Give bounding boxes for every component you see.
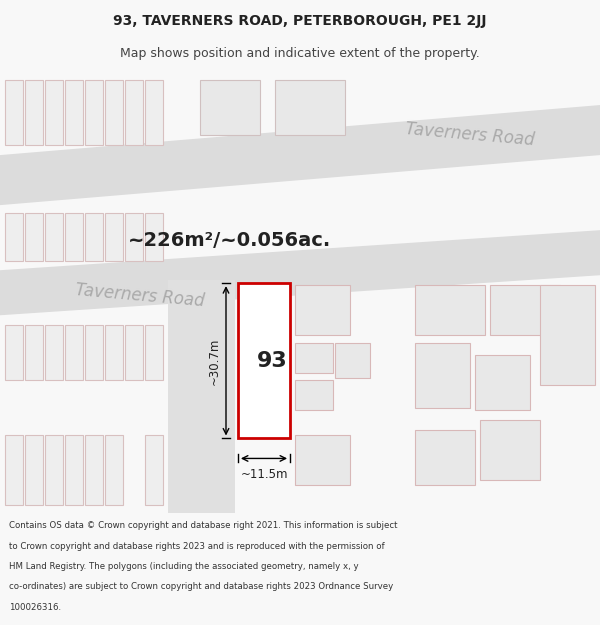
Polygon shape [0,230,600,315]
Bar [540,285,595,386]
Bar [335,343,370,378]
Bar [475,356,530,411]
Text: HM Land Registry. The polygons (including the associated geometry, namely x, y: HM Land Registry. The polygons (includin… [9,562,359,571]
Bar [65,325,83,381]
Bar [45,80,63,145]
Bar [125,325,143,381]
Text: Contains OS data © Crown copyright and database right 2021. This information is : Contains OS data © Crown copyright and d… [9,521,398,531]
Bar [65,436,83,506]
Bar [5,213,23,261]
Bar [85,80,103,145]
Bar [240,285,288,340]
Bar [145,436,163,506]
Bar [25,436,43,506]
Bar [295,381,333,411]
Bar [45,436,63,506]
Bar [5,325,23,381]
Bar [415,431,475,486]
Bar [5,436,23,506]
Text: ~226m²/~0.056ac.: ~226m²/~0.056ac. [128,231,332,250]
Bar [490,285,560,335]
Bar [45,213,63,261]
Text: ~30.7m: ~30.7m [208,337,221,384]
Bar [65,80,83,145]
Bar [85,436,103,506]
Bar [200,80,260,135]
Bar [5,80,23,145]
Bar [125,213,143,261]
Bar [45,325,63,381]
Bar [25,213,43,261]
Bar [275,80,345,135]
Bar [65,213,83,261]
Bar [145,213,163,261]
Bar [25,80,43,145]
Text: Taverners Road: Taverners Road [75,281,205,310]
Bar [295,285,350,335]
Bar [105,80,123,145]
Bar [480,421,540,481]
Text: co-ordinates) are subject to Crown copyright and database rights 2023 Ordnance S: co-ordinates) are subject to Crown copyr… [9,582,393,591]
Bar [415,285,485,335]
Bar [105,213,123,261]
Polygon shape [0,105,600,205]
Bar [145,325,163,381]
Bar [238,283,290,438]
Text: Map shows position and indicative extent of the property.: Map shows position and indicative extent… [120,48,480,61]
Text: 93, TAVERNERS ROAD, PETERBOROUGH, PE1 2JJ: 93, TAVERNERS ROAD, PETERBOROUGH, PE1 2J… [113,14,487,28]
Text: ~11.5m: ~11.5m [240,468,288,481]
Text: 93: 93 [257,351,287,371]
Text: 100026316.: 100026316. [9,602,61,611]
Bar [85,213,103,261]
Bar [145,80,163,145]
Text: Taverners Road: Taverners Road [405,121,535,149]
Bar [295,343,333,373]
Text: to Crown copyright and database rights 2023 and is reproduced with the permissio: to Crown copyright and database rights 2… [9,542,385,551]
Bar [85,325,103,381]
Bar [295,436,350,486]
Bar [105,325,123,381]
Bar [25,325,43,381]
Bar [105,436,123,506]
Bar [125,80,143,145]
Polygon shape [168,280,235,512]
Bar [415,343,470,408]
